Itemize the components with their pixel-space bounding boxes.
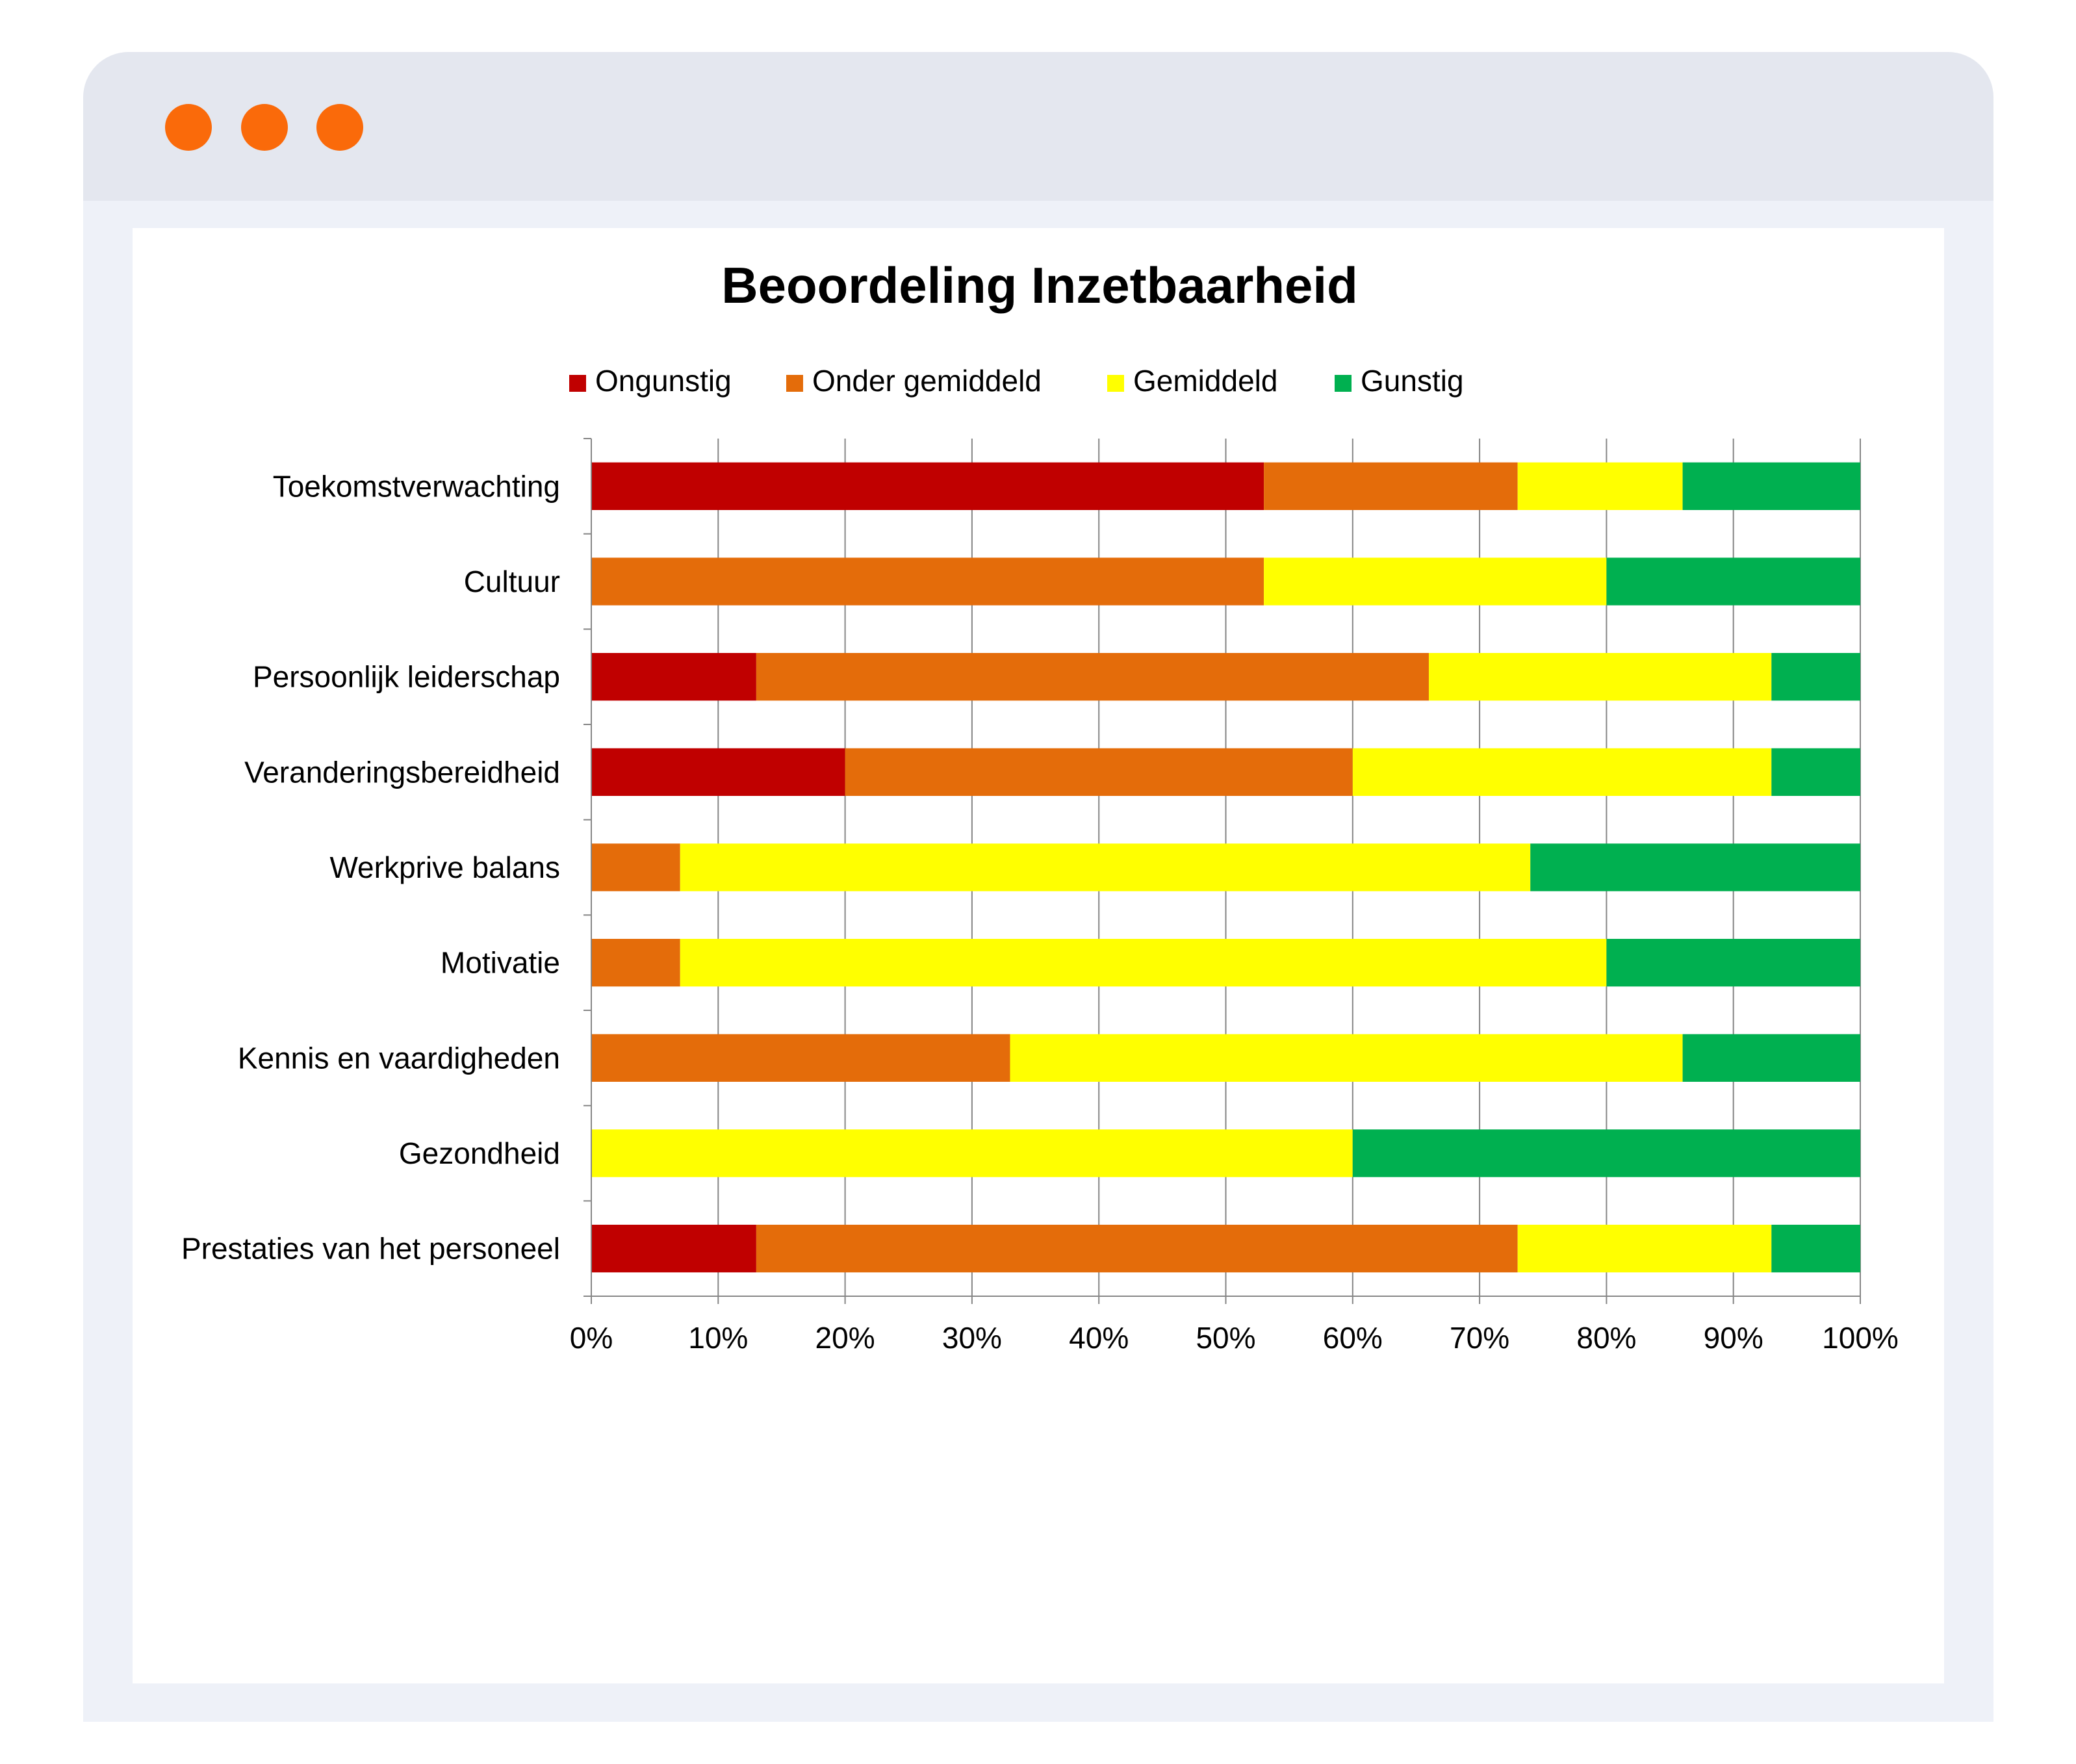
- category-label: Gezondheid: [399, 1136, 560, 1170]
- bar-segment: [591, 1034, 1010, 1082]
- chart-axes: [583, 438, 1861, 1304]
- legend-label: Gunstig: [1361, 364, 1464, 398]
- bar-segment: [680, 843, 1531, 891]
- bar-segment: [591, 557, 1264, 606]
- bar-segment: [1352, 1129, 1860, 1177]
- window-dot-icon[interactable]: [241, 104, 288, 151]
- legend-label: Gemiddeld: [1133, 364, 1277, 398]
- x-tick-label: 10%: [688, 1321, 748, 1355]
- bar-segment: [1606, 939, 1860, 987]
- x-tick-label: 60%: [1323, 1321, 1383, 1355]
- legend-label: Ongunstig: [595, 364, 732, 398]
- category-label: Kennis en vaardigheden: [238, 1041, 560, 1075]
- x-tick-label: 70%: [1450, 1321, 1509, 1355]
- bar-segment: [1264, 462, 1518, 510]
- category-labels: Toekomstverwachting Cultuur Persoonlijk le…: [181, 469, 560, 1265]
- bar-segment: [1010, 1034, 1683, 1082]
- category-label: Prestaties van het personeel: [181, 1232, 560, 1266]
- category-label: Veranderingsbereidheid: [244, 755, 560, 789]
- x-tick-label: 50%: [1196, 1321, 1255, 1355]
- bar-segment: [1682, 1034, 1860, 1082]
- legend-swatch: [786, 375, 803, 392]
- bar-segment: [591, 939, 680, 987]
- category-label: Toekomstverwachting: [273, 469, 560, 503]
- x-tick-labels: 0% 10% 20% 30% 40% 50% 60% 70% 80% 90% 100%: [570, 1321, 1899, 1355]
- window-dot-icon[interactable]: [316, 104, 363, 151]
- bar-segment: [591, 462, 1264, 510]
- bar-segment: [756, 653, 1429, 701]
- bar-segment: [1771, 653, 1860, 701]
- bar-segment: [1682, 462, 1860, 510]
- x-tick-label: 20%: [815, 1321, 875, 1355]
- bar-segment: [1352, 748, 1772, 796]
- window-titlebar: [83, 52, 1993, 201]
- x-tick-label: 90%: [1704, 1321, 1763, 1355]
- bar-segment: [756, 1225, 1518, 1273]
- legend-label: Onder gemiddeld: [812, 364, 1042, 398]
- x-tick-label: 100%: [1822, 1321, 1899, 1355]
- category-label: Persoonlijk leiderschap: [253, 660, 560, 694]
- legend-swatch: [1107, 375, 1124, 392]
- x-tick-label: 0%: [570, 1321, 613, 1355]
- legend-swatch: [569, 375, 586, 392]
- bar-segment: [591, 1129, 1353, 1177]
- bar-segment: [680, 939, 1607, 987]
- chart-title: Beoordeling Inzetbaarheid: [721, 257, 1357, 314]
- bar-segment: [1517, 1225, 1772, 1273]
- bar-segment: [1771, 1225, 1860, 1273]
- bar-segment: [1517, 462, 1683, 510]
- bar-segment: [1428, 653, 1772, 701]
- x-tick-label: 80%: [1576, 1321, 1636, 1355]
- chart-legend: Ongunstig Onder gemiddeld Gemiddeld Gunstig: [569, 364, 1464, 398]
- bar-segment: [1606, 557, 1860, 606]
- bar-segment: [1264, 557, 1607, 606]
- category-label: Motivatie: [441, 946, 560, 980]
- window-dot-icon[interactable]: [165, 104, 212, 151]
- bar-segment: [591, 843, 680, 891]
- bar-segment: [1530, 843, 1860, 891]
- x-tick-label: 30%: [942, 1321, 1002, 1355]
- bar-segment: [591, 1225, 756, 1273]
- x-tick-label: 40%: [1069, 1321, 1129, 1355]
- category-label: Cultuur: [464, 565, 560, 598]
- bar-segment: [1771, 748, 1860, 796]
- bar-segment: [591, 653, 756, 701]
- stacked-bar-chart: Beoordeling Inzetbaarheid Ongunstig Onder…: [181, 257, 1899, 1355]
- chart-panel: Beoordeling Inzetbaarheid Ongunstig Onder…: [133, 228, 1944, 1683]
- bar-segment: [591, 748, 845, 796]
- category-label: Werkprive balans: [329, 850, 560, 884]
- browser-window: Beoordeling Inzetbaarheid Ongunstig Onder…: [83, 52, 1993, 1722]
- legend-swatch: [1335, 375, 1352, 392]
- bar-segment: [845, 748, 1353, 796]
- chart-bars: [591, 462, 1860, 1273]
